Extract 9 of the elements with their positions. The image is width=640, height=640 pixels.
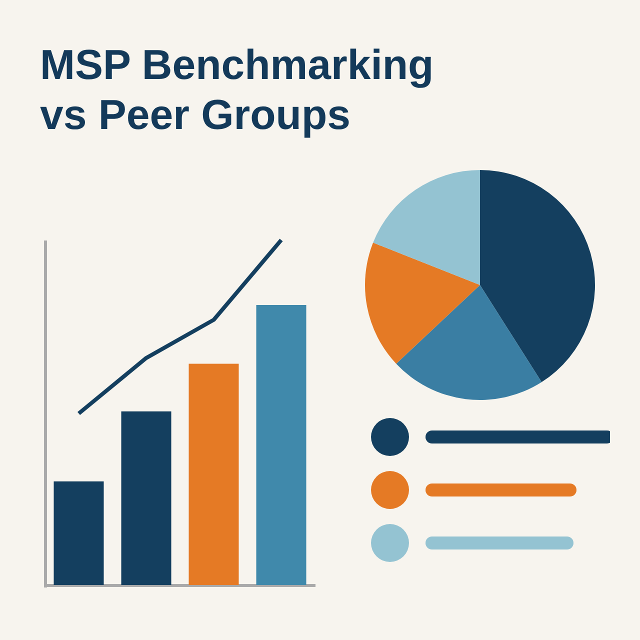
bar: [54, 481, 104, 585]
pie-slice: [396, 285, 542, 400]
bar: [121, 411, 172, 585]
pie-slice: [480, 170, 595, 382]
bar: [188, 364, 239, 585]
bar: [256, 305, 306, 585]
pie-slice: [365, 242, 480, 364]
pie-slice: [373, 170, 480, 285]
chart-title: MSP Benchmarking vs Peer Groups: [40, 40, 435, 140]
